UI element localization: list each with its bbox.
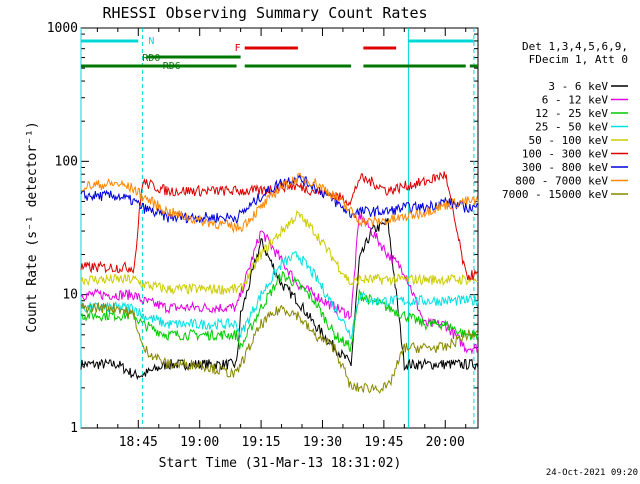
- plot-frame: [80, 27, 479, 429]
- plot-axes: 1 10 100 1000 18:45 19:00 19:15 19:30 19:45 20:00: [47, 21, 479, 450]
- legend-entry: 800 - 7000 keV: [515, 175, 608, 188]
- chart-title: RHESSI Observing Summary Count Rates: [102, 4, 427, 22]
- y-tick-label: 100: [55, 154, 78, 169]
- legend: Det 1,3,4,5,6,9,FDecim 1, Att 0 3 - 6 keV…: [502, 40, 628, 201]
- x-axis-label: Start Time (31-Mar-13 18:31:02): [159, 456, 402, 471]
- x-tick-label: 19:30: [303, 435, 342, 450]
- legend-entry: 12 - 25 keV: [535, 107, 608, 120]
- legend-header: Det 1,3,4,5,6,9,: [522, 40, 628, 53]
- legend-entry: 3 - 6 keV: [548, 80, 608, 93]
- legend-entry: 7000 - 15000 keV: [502, 188, 608, 201]
- y-tick-label: 1: [70, 421, 78, 436]
- x-tick-label: 19:00: [180, 435, 219, 450]
- x-tick-label: 19:15: [242, 435, 281, 450]
- series-line: [80, 271, 479, 352]
- x-tick-label: 19:45: [364, 435, 403, 450]
- x-tick-label: 20:00: [426, 435, 465, 450]
- series-line: [80, 250, 479, 341]
- flag-label: RD6: [163, 61, 181, 72]
- flag-label: N: [148, 36, 154, 47]
- series-line: [80, 301, 479, 394]
- series-line: [80, 211, 479, 355]
- legend-entry: 25 - 50 keV: [535, 121, 608, 134]
- series-line: [80, 217, 479, 381]
- legend-entry: 100 - 300 keV: [522, 148, 608, 161]
- flag-label: RD0: [142, 53, 160, 64]
- footer-timestamp: 24-Oct-2021 09:20: [546, 468, 638, 478]
- legend-entry: 6 - 12 keV: [542, 94, 609, 107]
- flag-label: F: [235, 43, 241, 54]
- series-line: [80, 172, 479, 234]
- x-tick-label: 18:45: [119, 435, 158, 450]
- series-line: [80, 173, 479, 224]
- legend-entry: 300 - 800 keV: [522, 161, 608, 174]
- series-line: [80, 209, 479, 296]
- y-tick-label: 10: [62, 288, 78, 303]
- y-tick-label: 1000: [47, 21, 78, 36]
- flag-bars: N RD0 F RD6: [81, 36, 478, 72]
- y-axis-label: Count Rate (s⁻¹ detector⁻¹): [25, 121, 40, 332]
- series-lines: [80, 171, 479, 394]
- legend-header: FDecim 1, Att 0: [529, 53, 628, 66]
- legend-entry: 50 - 100 keV: [529, 134, 609, 147]
